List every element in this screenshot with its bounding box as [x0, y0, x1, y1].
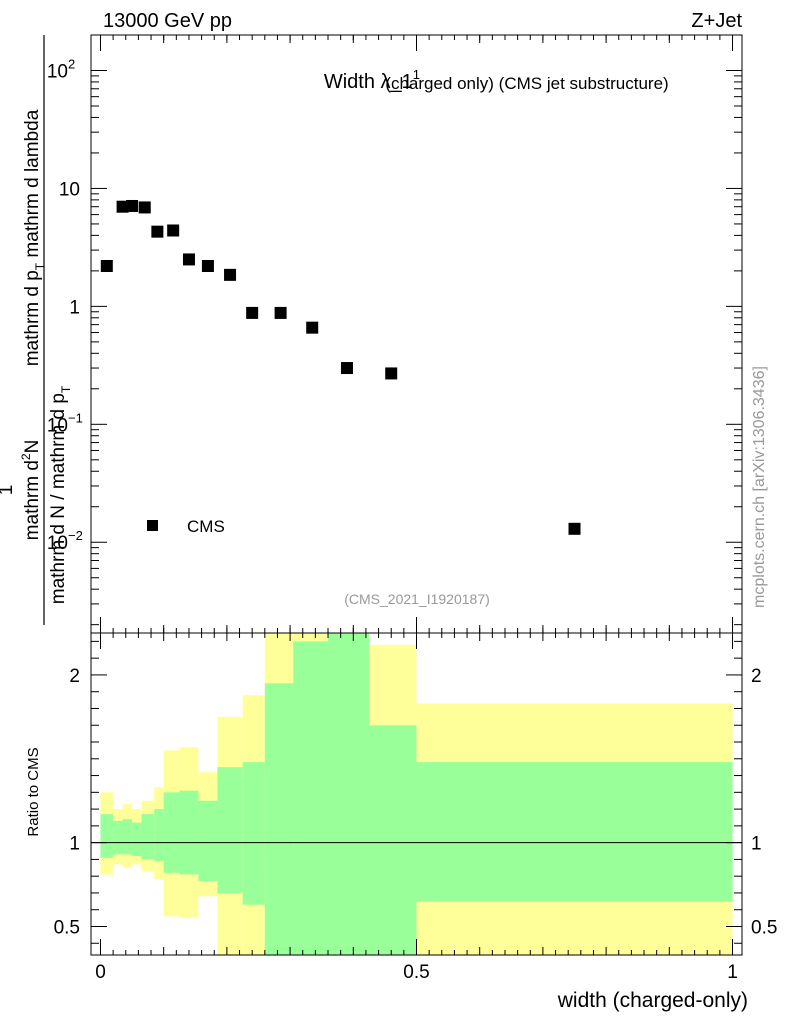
ratio-band-inner	[141, 814, 155, 860]
ratio-band-inner	[264, 683, 294, 955]
watermark: mcplots.cern.ch [arXiv:1306.3436]	[751, 366, 768, 608]
ratio-band-inner	[293, 641, 329, 955]
data-point	[306, 321, 319, 334]
ratio-y-label: Ratio to CMS	[25, 747, 42, 836]
ratio-y-tick-label-right: 1	[751, 834, 762, 855]
ratio-band-inner	[369, 725, 417, 955]
data-point	[340, 362, 353, 375]
y-label-denominator: mathrm d pT mathrm d lambda	[22, 109, 47, 366]
data-point	[167, 224, 180, 237]
ratio-band-inner	[328, 633, 370, 955]
ratio-band-inner	[113, 820, 123, 855]
data-point	[151, 225, 164, 238]
legend-label: CMS	[187, 517, 225, 536]
ratio-bands	[100, 633, 733, 955]
ratio-band-inner	[217, 767, 243, 893]
ratio-band-inner	[163, 792, 180, 873]
ratio-band-inner	[416, 762, 733, 902]
y-tick-label: 10	[47, 415, 68, 436]
ratio-band-inner	[198, 800, 218, 882]
y-tick-label: 10	[59, 179, 80, 200]
y-tick-exponent: −1	[68, 410, 83, 425]
chart-title-main: Width λ_11	[324, 67, 420, 93]
data-point	[182, 253, 195, 266]
ratio-y-tick-label: 2	[69, 666, 80, 687]
y-tick-label: 10	[47, 533, 68, 554]
data-point	[224, 268, 237, 281]
data-point	[568, 522, 581, 535]
y-label-one-top: 1	[0, 485, 17, 496]
x-tick-label: 1	[727, 962, 738, 983]
data-points	[100, 199, 581, 535]
ratio-y-tick-label-right: 0.5	[751, 917, 777, 938]
ratio-y-tick-label: 1	[69, 834, 80, 855]
analysis-id: (CMS_2021_I1920187)	[344, 591, 490, 607]
x-axis-label: width (charged-only)	[557, 989, 748, 1012]
y-label-lower: mathrm d N / mathrm d pT	[48, 385, 73, 604]
data-point	[274, 306, 287, 319]
chart-title-rest: (charged only) (CMS jet substructure)	[385, 74, 668, 93]
y-tick-label: 10	[47, 62, 68, 83]
energy-label: 13000 GeV pp	[103, 10, 232, 32]
data-point	[201, 259, 214, 272]
x-tick-label: 0.5	[403, 962, 429, 983]
data-point	[126, 199, 139, 212]
y-tick-label: 1	[69, 297, 80, 318]
y-tick-exponent: −2	[68, 528, 83, 543]
x-tick-label: 0	[95, 962, 106, 983]
data-point	[385, 367, 398, 380]
ratio-band-inner	[154, 809, 164, 862]
main-y-axis-label: mathrm d2N mathrm d pT mathrm d lambda 1	[19, 35, 47, 625]
ratio-ticks: 0.5 0.5 1 1 2 2 0 0.5 1	[54, 633, 777, 983]
ratio-y-tick-label: 0.5	[54, 917, 80, 938]
ratio-band-inner	[242, 762, 265, 905]
data-point	[246, 306, 259, 319]
y-tick-exponent: 2	[68, 57, 75, 72]
data-point	[100, 259, 113, 272]
ratio-panel: 0.5 0.5 1 1 2 2 0 0.5 1 Ratio to CMS width (char…	[25, 632, 777, 1012]
ratio-band-inner	[100, 814, 114, 858]
ratio-y-tick-label-right: 2	[751, 666, 762, 687]
data-point	[116, 200, 129, 213]
data-point	[138, 201, 151, 214]
main-frame	[90, 34, 743, 634]
ratio-band-inner	[122, 819, 133, 855]
y-label-numerator: mathrm d2N	[19, 440, 43, 541]
ratio-frame	[90, 632, 743, 956]
ratio-band-inner	[132, 822, 142, 857]
process-label: Z+Jet	[691, 10, 742, 32]
ratio-band-inner	[179, 790, 199, 875]
legend-marker	[147, 520, 158, 531]
main-y-axis-label-lower: mathrm d N / mathrm d pT 1	[0, 385, 73, 604]
